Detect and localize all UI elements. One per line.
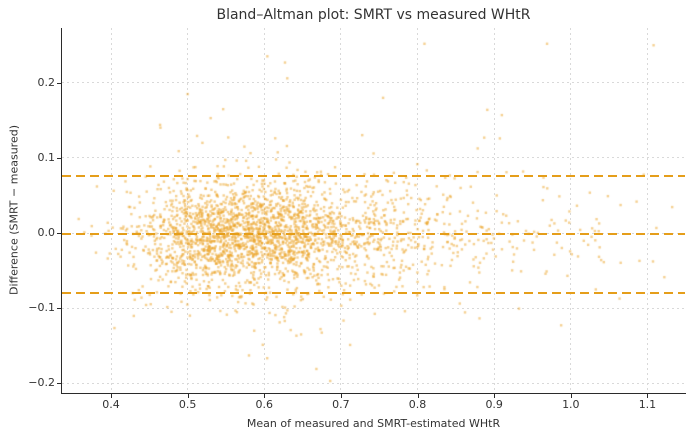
x-tick-mark [570, 394, 572, 398]
x-tick-mark [417, 394, 419, 398]
x-tick-mark [264, 394, 266, 398]
x-tick-mark [340, 394, 342, 398]
y-tick-mark [57, 157, 61, 159]
lower-loa-line [62, 291, 685, 294]
y-tick-mark [57, 308, 61, 310]
left-spine [61, 28, 63, 394]
upper-loa-line [62, 175, 685, 178]
x-tick-label: 0.4 [102, 398, 120, 411]
y-tick-mark [57, 82, 61, 84]
x-tick-label: 0.7 [332, 398, 350, 411]
x-tick-label: 0.6 [255, 398, 274, 411]
scatter-points [62, 28, 685, 393]
y-tick-mark [57, 383, 61, 385]
bottom-spine [61, 392, 686, 394]
y-tick-label: −0.2 [28, 376, 55, 390]
mean-difference-line [62, 232, 685, 235]
x-tick-label: 0.8 [408, 398, 427, 411]
x-tick-mark [111, 394, 113, 398]
chart-title: Bland–Altman plot: SMRT vs measured WHtR [216, 7, 531, 23]
x-tick-label: 0.5 [178, 398, 197, 411]
y-tick-mark [57, 233, 61, 235]
x-tick-mark [647, 394, 649, 398]
x-tick-mark [494, 394, 496, 398]
y-tick-label: 0.0 [37, 226, 56, 240]
x-tick-label: 0.9 [485, 398, 503, 411]
y-tick-label: 0.2 [37, 75, 56, 89]
plot-area [62, 28, 685, 393]
y-axis-label: Difference (SMRT − measured) [7, 125, 21, 295]
y-tick-label: −0.1 [28, 301, 55, 315]
x-tick-mark [187, 394, 189, 398]
x-axis-label: Mean of measured and SMRT-estimated WHtR [246, 417, 501, 430]
x-tick-label: 1.0 [562, 398, 580, 411]
x-tick-label: 1.1 [638, 398, 657, 411]
y-tick-label: 0.1 [37, 150, 56, 164]
